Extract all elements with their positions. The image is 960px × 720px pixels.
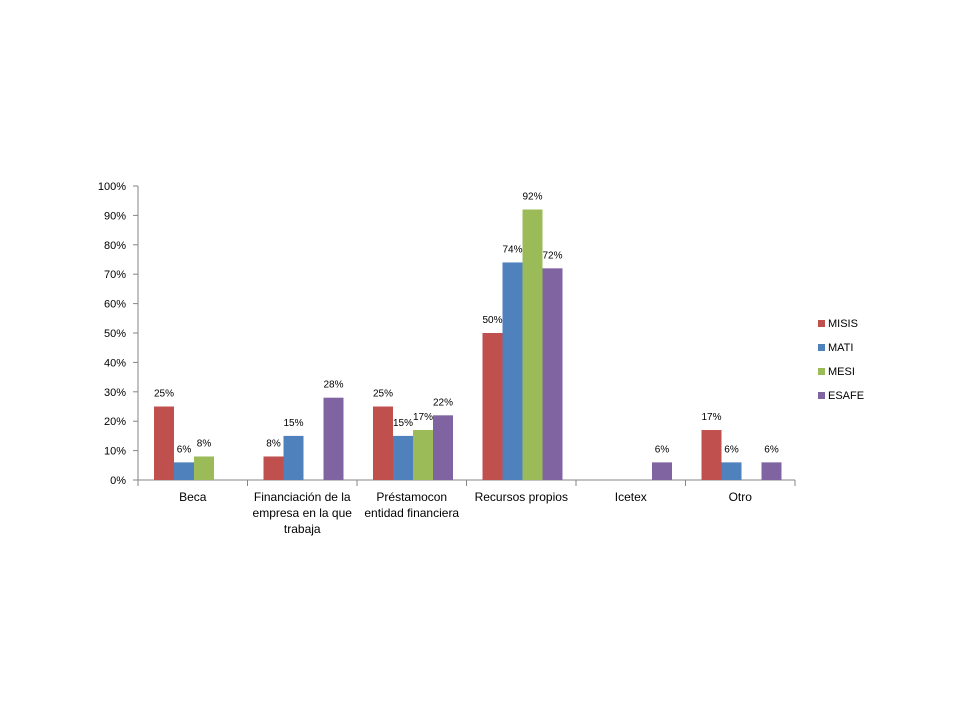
data-label: 25% (373, 389, 393, 400)
chart-legend: MISIS MATI MESI ESAFE (818, 318, 864, 402)
legend-swatch (818, 392, 825, 399)
y-tick-label: 50% (104, 328, 126, 340)
x-tick-label: Icetex (615, 490, 647, 504)
chart-data-labels: 25% 8% 25% 50% 17% 6% 15% 15% 74% 6% 8% 17% 92% 28% 22… (154, 192, 779, 456)
x-tick-label: Préstamocon entidad financiera (364, 490, 459, 520)
legend-label: ESAFE (828, 390, 864, 402)
y-tick-label: 60% (104, 299, 126, 311)
chart-bars (154, 209, 782, 480)
y-tick-label: 0% (110, 475, 126, 487)
data-label: 6% (724, 444, 739, 455)
bar-mesi (413, 430, 433, 480)
legend-swatch (818, 368, 825, 375)
bar-misis (154, 406, 174, 480)
x-tick-label: Recursos propios (475, 490, 568, 504)
bar-mesi (522, 209, 543, 480)
bar-esafe (761, 462, 782, 480)
x-tick-label: Beca (179, 490, 207, 504)
data-label: 6% (764, 444, 779, 455)
bar-esafe (542, 268, 563, 480)
x-tick-label: Otro (729, 490, 753, 504)
chart-axes: 0% 10% 20% 30% 40% 50% 60% 70% 80% 90% 100% Beca Fin… (98, 181, 796, 536)
legend-label: MATI (828, 342, 853, 354)
data-label: 8% (197, 438, 212, 449)
bar-misis (263, 456, 284, 480)
y-tick-label: 90% (104, 210, 126, 222)
legend-label: MISIS (828, 318, 858, 330)
bar-misis (482, 333, 503, 480)
bar-mati (721, 462, 742, 480)
y-tick-label: 80% (104, 240, 126, 252)
data-label: 25% (154, 389, 174, 400)
bar-mati (174, 462, 194, 480)
bar-esafe (433, 415, 453, 480)
data-label: 92% (522, 192, 542, 203)
y-tick-label: 10% (104, 446, 126, 458)
data-label: 72% (542, 250, 562, 261)
y-tick-label: 30% (104, 387, 126, 399)
data-label: 50% (482, 315, 502, 326)
bar-misis (373, 406, 393, 480)
data-label: 28% (323, 380, 343, 391)
y-tick-label: 100% (98, 181, 126, 193)
data-label: 17% (413, 412, 433, 423)
bar-mesi (194, 456, 214, 480)
legend-swatch (818, 320, 825, 327)
data-label: 15% (393, 418, 413, 429)
y-tick-label: 40% (104, 357, 126, 369)
y-tick-label: 70% (104, 269, 126, 281)
data-label: 8% (266, 438, 281, 449)
x-tick-label: Financiación de la empresa en la que traba… (253, 490, 353, 536)
bar-mati (283, 435, 304, 480)
data-label: 17% (701, 412, 721, 423)
data-label: 15% (283, 418, 303, 429)
bar-mati (502, 262, 523, 480)
data-label: 74% (502, 244, 522, 255)
data-label: 6% (177, 444, 192, 455)
bar-esafe (652, 462, 672, 480)
bar-mati (393, 435, 413, 480)
bar-misis (701, 430, 722, 480)
bar-esafe (323, 397, 344, 480)
legend-label: MESI (828, 366, 855, 378)
y-tick-label: 20% (104, 416, 126, 428)
data-label: 6% (655, 444, 670, 455)
data-label: 22% (433, 397, 453, 408)
legend-swatch (818, 344, 825, 351)
